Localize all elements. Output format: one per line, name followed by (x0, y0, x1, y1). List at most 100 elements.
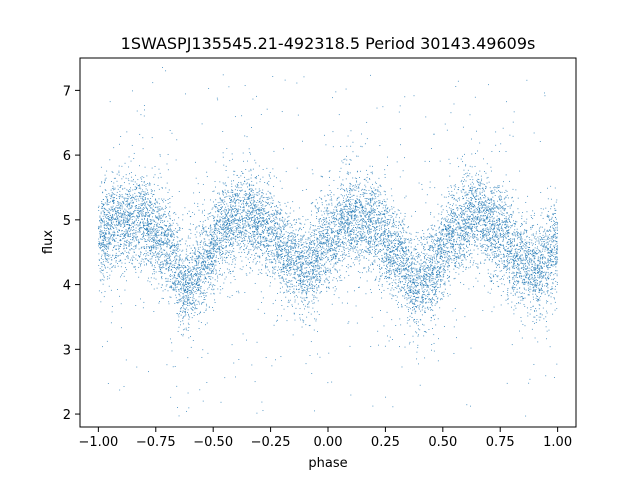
data-point (240, 187, 242, 189)
data-point (411, 263, 413, 265)
data-point (375, 221, 377, 223)
data-point (206, 267, 208, 269)
data-point (231, 251, 233, 253)
data-point (203, 262, 204, 264)
data-point (200, 240, 202, 242)
data-point (461, 239, 463, 241)
data-point (428, 273, 429, 274)
data-point (505, 216, 507, 218)
data-point (151, 216, 153, 218)
data-point (222, 74, 224, 76)
data-point (418, 328, 419, 330)
data-point (363, 213, 365, 215)
data-point (109, 254, 111, 256)
data-point (480, 175, 482, 177)
data-point (232, 201, 234, 203)
data-point (545, 247, 547, 249)
data-point (459, 197, 461, 199)
data-point (387, 242, 389, 244)
data-point (117, 263, 118, 264)
data-point (533, 310, 535, 312)
data-point (389, 293, 391, 295)
data-point (426, 284, 428, 286)
data-point (152, 228, 154, 229)
data-point (180, 308, 182, 310)
data-point (352, 220, 354, 222)
data-point (549, 246, 551, 248)
data-point (317, 260, 319, 262)
data-point (235, 205, 237, 207)
data-point (556, 248, 558, 249)
data-point (319, 257, 320, 259)
data-point (411, 276, 413, 278)
data-point (219, 181, 221, 183)
data-point (265, 262, 267, 264)
data-point (176, 302, 178, 303)
data-point (556, 237, 558, 238)
data-point (400, 324, 402, 326)
data-point (236, 245, 238, 246)
data-point (118, 261, 120, 262)
data-point (500, 236, 502, 238)
data-point (368, 216, 370, 218)
data-point (302, 280, 304, 282)
data-point (210, 226, 212, 228)
data-point (522, 298, 524, 299)
data-point (150, 226, 152, 228)
data-point (154, 199, 156, 201)
data-point (328, 269, 330, 271)
data-point (275, 209, 276, 211)
data-point (253, 199, 254, 201)
data-point (261, 209, 263, 211)
data-point (387, 335, 388, 337)
data-point (162, 214, 164, 216)
data-point (100, 246, 102, 248)
data-point (471, 203, 473, 205)
data-point (351, 211, 353, 213)
data-point (277, 293, 278, 294)
data-point (373, 214, 375, 216)
data-point (228, 272, 230, 274)
data-point (320, 270, 322, 272)
data-point (312, 281, 313, 283)
data-point (551, 236, 553, 238)
data-point (296, 265, 298, 267)
data-point (435, 268, 437, 270)
data-point (164, 255, 166, 256)
data-point (493, 233, 495, 235)
data-point (474, 96, 476, 98)
data-point (104, 214, 106, 216)
data-point (333, 223, 335, 225)
data-point (449, 237, 451, 239)
data-point (483, 239, 485, 241)
data-point (410, 274, 412, 276)
data-point (260, 238, 262, 240)
data-point (446, 216, 448, 218)
data-point (472, 234, 474, 236)
data-point (183, 265, 185, 266)
data-point (433, 287, 435, 289)
data-point (457, 80, 459, 82)
data-point (369, 198, 371, 200)
data-point (524, 271, 526, 273)
data-point (120, 234, 122, 236)
data-point (447, 202, 449, 204)
data-point (182, 214, 184, 216)
data-point (502, 207, 504, 209)
data-point (515, 307, 517, 309)
data-point (502, 224, 503, 226)
data-point (132, 221, 134, 223)
data-point (168, 303, 170, 305)
data-point (494, 245, 496, 247)
data-point (135, 237, 137, 239)
data-point (238, 218, 240, 220)
data-point (199, 242, 201, 243)
data-point (469, 226, 471, 228)
data-point (360, 218, 362, 220)
data-point (276, 218, 278, 220)
data-point (139, 256, 140, 258)
data-point (340, 274, 342, 276)
data-point (252, 213, 254, 215)
data-point (470, 224, 472, 226)
data-point (266, 266, 268, 268)
